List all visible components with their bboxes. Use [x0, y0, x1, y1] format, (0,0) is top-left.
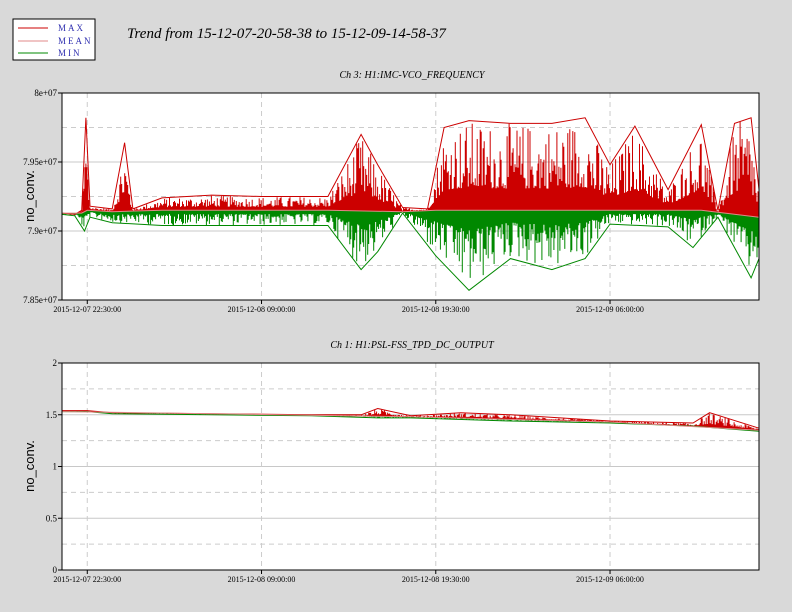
series-mean-line: [62, 209, 760, 218]
series-max-line: [61, 117, 760, 215]
chart-ch3-imc-vco-frequency: Ch 3: H1:IMC-VCO_FREQUENCY no_conv. 7.85…: [22, 70, 760, 314]
y-ticks: 7.85e+07 7.9e+07 7.95e+07 8e+07: [23, 88, 62, 305]
plot-frame: [61, 362, 760, 571]
series-mean-line: [61, 411, 760, 431]
y-tick-label: 8e+07: [34, 88, 57, 98]
y-axis-label: no_conv.: [22, 170, 37, 222]
y-tick-label: 7.95e+07: [23, 157, 57, 167]
x-ticks: 2015-12-07 22:30:00 2015-12-08 09:00:00 20…: [53, 92, 760, 314]
page-title: Trend from 15-12-07-20-58-38 to 15-12-09…: [127, 26, 447, 42]
legend-label-mean: MEAN: [58, 36, 93, 46]
legend-label-max: MAX: [58, 23, 85, 33]
x-tick-label: 2015-12-07 22:30:00: [53, 575, 121, 584]
y-tick-label: 1.5: [46, 410, 58, 420]
y-tick-label: 7.9e+07: [28, 226, 58, 236]
x-tick-label: 2015-12-08 19:30:00: [402, 575, 470, 584]
legend-label-min: MIN: [58, 48, 82, 58]
series-group: [61, 117, 760, 291]
x-ticks: 2015-12-07 22:30:00 2015-12-08 09:00:00 20…: [53, 362, 760, 584]
legend: MAX MEAN MIN: [12, 18, 96, 61]
series-group: [61, 407, 760, 432]
y-tick-label: 1: [53, 462, 58, 472]
x-tick-label: 2015-12-08 19:30:00: [402, 305, 470, 314]
y-tick-label: 0.5: [46, 513, 58, 523]
plot-frame: [61, 92, 760, 301]
y-tick-label: 2: [53, 358, 58, 368]
chart-ch1-psl-fss-tpd-dc-output: Ch 1: H1:PSL-FSS_TPD_DC_OUTPUT no_conv. …: [22, 340, 760, 584]
x-tick-label: 2015-12-09 06:00:00: [576, 575, 644, 584]
max-envelope: [63, 121, 760, 218]
y-tick-label: 0: [53, 565, 58, 575]
grid: [62, 363, 759, 570]
series-min-line: [61, 212, 760, 291]
y-axis-label: no_conv.: [22, 440, 37, 492]
y-tick-label: 7.85e+07: [23, 295, 57, 305]
x-tick-label: 2015-12-09 06:00:00: [576, 305, 644, 314]
x-tick-label: 2015-12-08 09:00:00: [228, 305, 296, 314]
x-tick-label: 2015-12-08 09:00:00: [228, 575, 296, 584]
y-ticks: 0 0.5 1 1.5 2: [46, 358, 62, 575]
chart-title: Ch 1: H1:PSL-FSS_TPD_DC_OUTPUT: [330, 340, 495, 351]
chart-title: Ch 3: H1:IMC-VCO_FREQUENCY: [340, 70, 486, 81]
x-tick-label: 2015-12-07 22:30:00: [53, 305, 121, 314]
